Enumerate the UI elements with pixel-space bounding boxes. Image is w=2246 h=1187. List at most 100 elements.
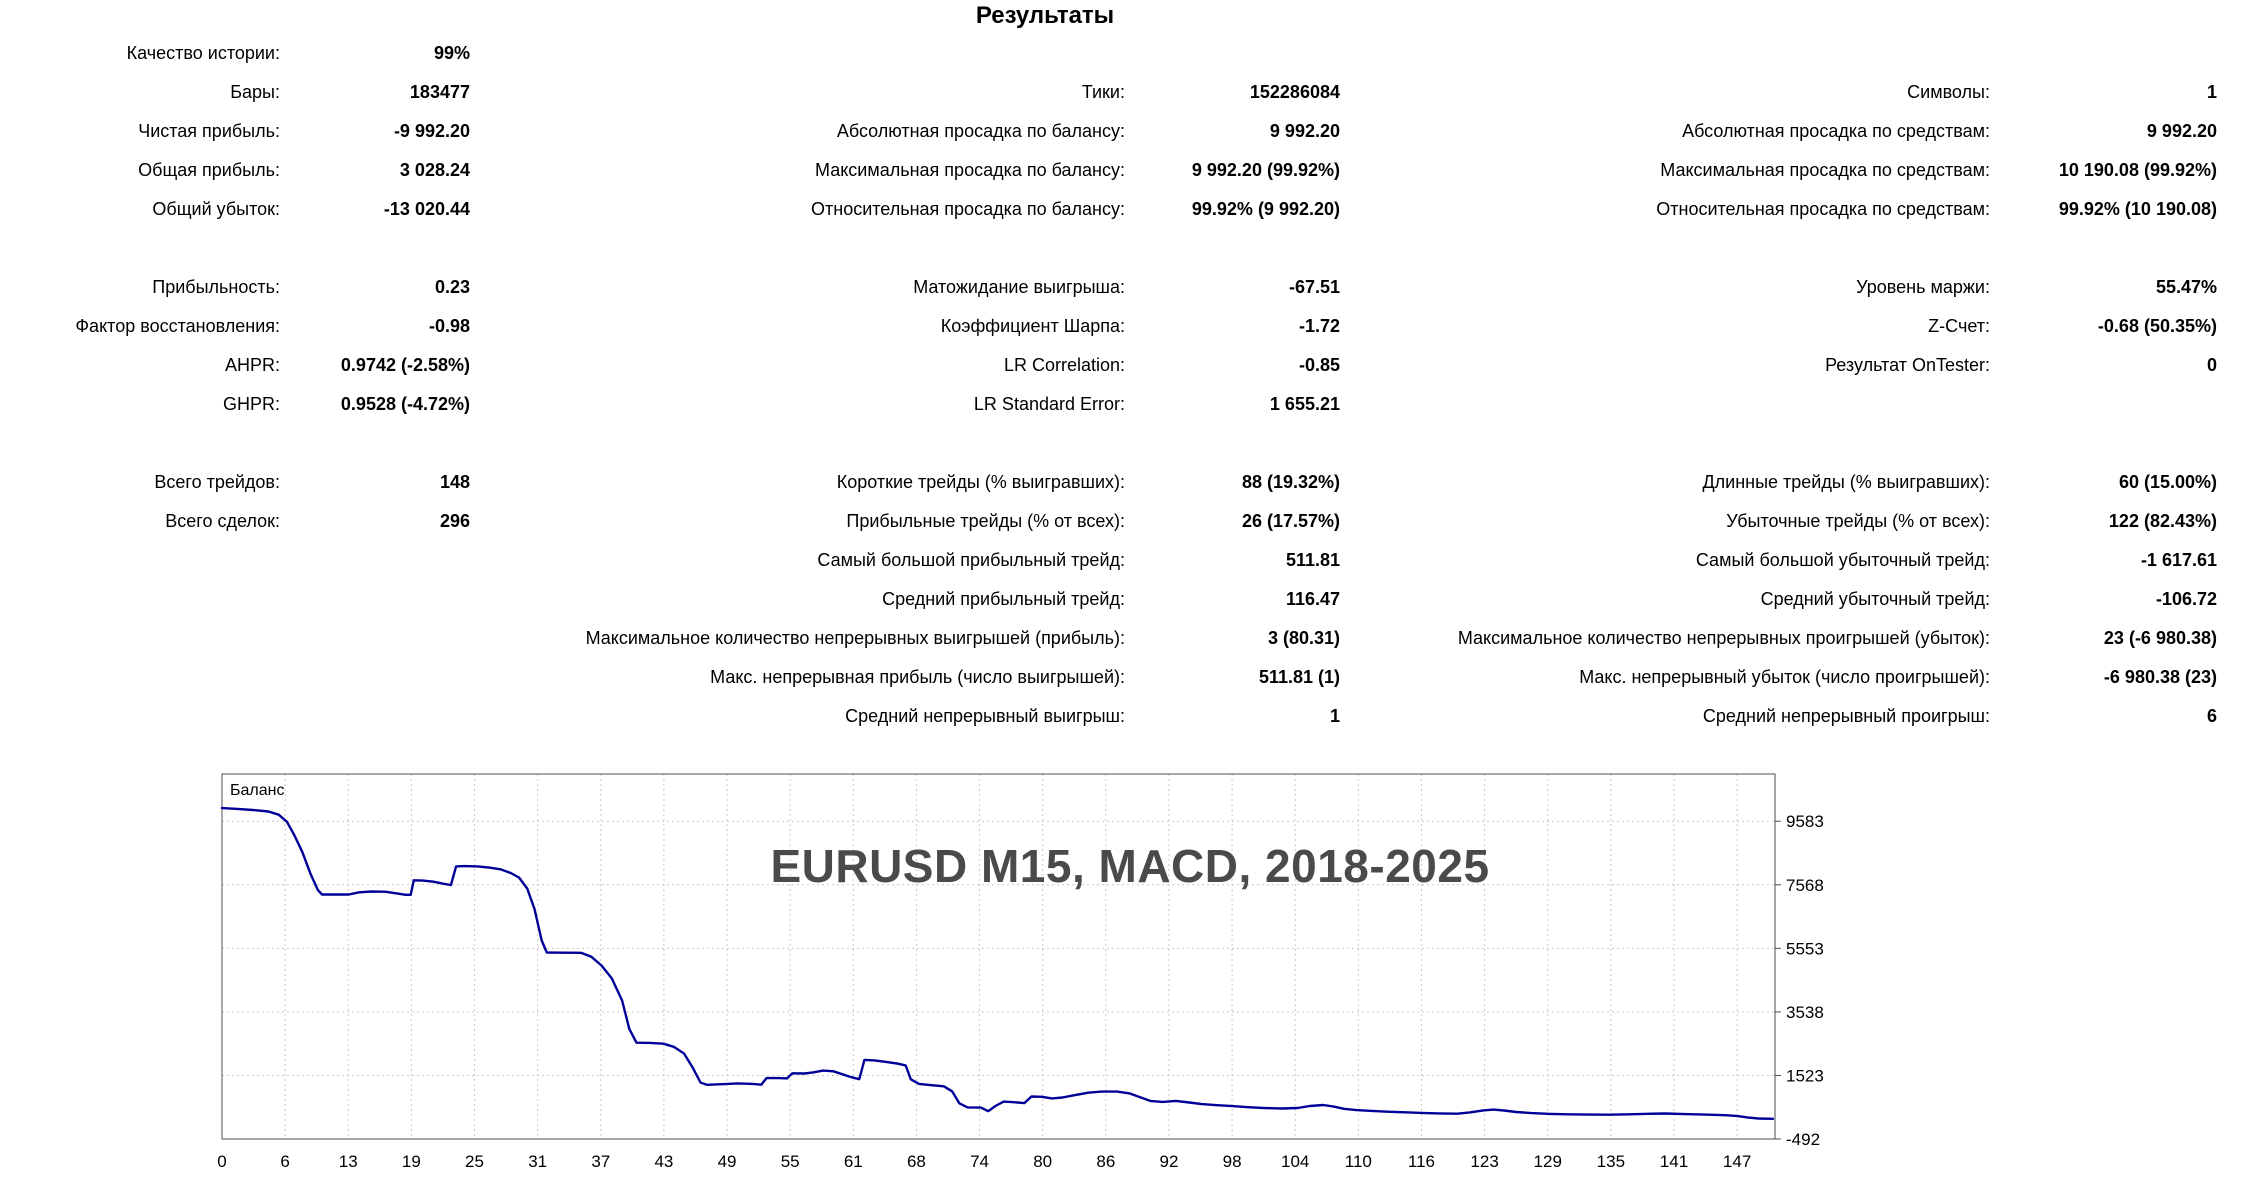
stat-label — [1340, 34, 1990, 73]
stat-value: 1 655.21 — [1269, 394, 1340, 414]
stat-label: Всего трейдов: — [154, 472, 280, 492]
stat-value: -13 020.44 — [383, 199, 470, 219]
stat-label: Абсолютная просадка по средствам: — [1682, 121, 1990, 141]
stat-label: Макс. непрерывный убыток (число проигрыш… — [1579, 667, 1990, 687]
stat-label: LR Standard Error: — [973, 394, 1125, 414]
stat-value: 23 (-6 980.38) — [2103, 628, 2217, 648]
stat-value: -0.68 (50.35%) — [2097, 316, 2217, 336]
stat-value: 99.92% (10 190.08) — [2058, 199, 2217, 219]
stat-label: Средний прибыльный трейд: — [882, 589, 1125, 609]
x-tick-label: 92 — [1159, 1152, 1178, 1171]
stat-value: 1 — [1329, 706, 1340, 726]
x-tick-label: 55 — [781, 1152, 800, 1171]
stat-value — [1125, 34, 1340, 73]
x-tick-label: 104 — [1281, 1152, 1309, 1171]
stat-value: 3 (80.31) — [1267, 628, 1340, 648]
stat-label: LR Correlation: — [1003, 355, 1125, 375]
stat-label — [1340, 385, 1990, 424]
stat-label — [0, 619, 280, 658]
stat-label: Результат OnTester: — [1825, 355, 1990, 375]
stats-grid: Качество истории: 99% Бары: 183477 Тики: 1522… — [0, 34, 2217, 736]
stat-label: Уровень маржи: — [1856, 277, 1990, 297]
stat-value: -6 980.38 (23) — [2103, 667, 2217, 687]
stat-value — [280, 580, 470, 619]
x-tick-label: 116 — [1408, 1152, 1435, 1171]
stat-label — [0, 541, 280, 580]
stat-value: -1.72 — [1298, 316, 1340, 336]
stat-label: Абсолютная просадка по балансу: — [836, 121, 1125, 141]
stat-value: -9 992.20 — [393, 121, 470, 141]
stat-label: Общая прибыль: — [138, 160, 280, 180]
y-tick-label: -492 — [1786, 1130, 1820, 1149]
stat-label: Прибыльные трейды (% от всех): — [846, 511, 1125, 531]
stat-value: 511.81 (1) — [1258, 667, 1340, 687]
x-tick-label: 37 — [591, 1152, 610, 1171]
stat-value: 0 — [2206, 355, 2217, 375]
chart-series-title: Баланс — [230, 782, 284, 799]
stat-value: 0.9742 (-2.58%) — [340, 355, 470, 375]
x-tick-label: 61 — [844, 1152, 863, 1171]
stat-value: 122 (82.43%) — [2108, 511, 2217, 531]
stat-value: 152286084 — [1249, 82, 1340, 102]
stat-label: GHPR: — [222, 394, 280, 414]
stat-value: 0.23 — [434, 277, 470, 297]
y-tick-label: 1523 — [1786, 1066, 1824, 1085]
plot-border — [221, 773, 1776, 1140]
stat-label: Общий убыток: — [152, 199, 280, 219]
stat-value: 9 992.20 — [1269, 121, 1340, 141]
stat-label: Самый большой убыточный трейд: — [1695, 550, 1990, 570]
x-tick-label: 68 — [907, 1152, 926, 1171]
stat-label — [0, 697, 280, 736]
page-title: Результаты — [975, 2, 1115, 29]
stat-value: -106.72 — [2155, 589, 2217, 609]
stat-label: Короткие трейды (% выигравших): — [836, 472, 1125, 492]
stat-value: -67.51 — [1288, 277, 1340, 297]
stat-label: Прибыльность: — [152, 277, 280, 297]
stat-label: AHPR: — [224, 355, 280, 375]
stat-value: 88 (19.32%) — [1241, 472, 1340, 492]
stat-value: 26 (17.57%) — [1241, 511, 1340, 531]
stat-label: Матожидание выигрыша: — [913, 277, 1125, 297]
stat-value — [280, 658, 470, 697]
balance-chart-svg: EURUSD M15, MACD, 2018-2025 9583 7568 5553 3… — [217, 773, 1824, 1171]
stat-value: 60 (15.00%) — [2118, 472, 2217, 492]
stat-value: 511.81 — [1285, 550, 1340, 570]
stat-label: Максимальная просадка по средствам: — [1660, 160, 1990, 180]
section-gap — [0, 229, 2217, 263]
x-tick-label: 80 — [1033, 1152, 1052, 1171]
stat-value: 9 992.20 (99.92%) — [1191, 160, 1340, 180]
x-tick-label: 86 — [1096, 1152, 1115, 1171]
stat-value: 99% — [433, 43, 470, 63]
stat-label: Z-Счет: — [1928, 316, 1990, 336]
x-tick-label: 74 — [970, 1152, 989, 1171]
stat-label: Средний убыточный трейд: — [1760, 589, 1990, 609]
stat-value: 0.9528 (-4.72%) — [340, 394, 470, 414]
stat-value: 55.47% — [2155, 277, 2217, 297]
stat-label: Убыточные трейды (% от всех): — [1726, 511, 1990, 531]
balance-line — [220, 806, 1775, 1120]
stat-label: Коэффициент Шарпа: — [940, 316, 1125, 336]
x-tick-label: 0 — [217, 1152, 226, 1171]
stat-label: Средний непрерывный выигрыш: — [845, 706, 1125, 726]
stat-value: 1 — [2206, 82, 2217, 102]
stat-value: 148 — [439, 472, 470, 492]
x-tick-label: 135 — [1597, 1152, 1625, 1171]
chart-watermark: EURUSD M15, MACD, 2018-2025 — [770, 840, 1489, 892]
y-tick-label: 7568 — [1786, 876, 1824, 895]
stat-label — [0, 580, 280, 619]
x-tick-label: 49 — [718, 1152, 737, 1171]
stat-value: 9 992.20 — [2146, 121, 2217, 141]
x-tick-label: 43 — [654, 1152, 673, 1171]
x-tick-label: 98 — [1223, 1152, 1242, 1171]
y-tick-label: 9583 — [1786, 812, 1824, 831]
stat-label: Максимальное количество непрерывных выиг… — [585, 628, 1125, 648]
stat-label: Максимальная просадка по балансу: — [815, 160, 1125, 180]
x-tick-label: 147 — [1723, 1152, 1751, 1171]
stat-value — [280, 541, 470, 580]
stat-label: Относительная просадка по средствам: — [1656, 199, 1990, 219]
x-tick-label: 13 — [339, 1152, 358, 1171]
x-tick-label: 141 — [1660, 1152, 1688, 1171]
stat-value: -1 617.61 — [2140, 550, 2217, 570]
stat-value: 99.92% (9 992.20) — [1191, 199, 1340, 219]
stat-label: Длинные трейды (% выигравших): — [1702, 472, 1990, 492]
